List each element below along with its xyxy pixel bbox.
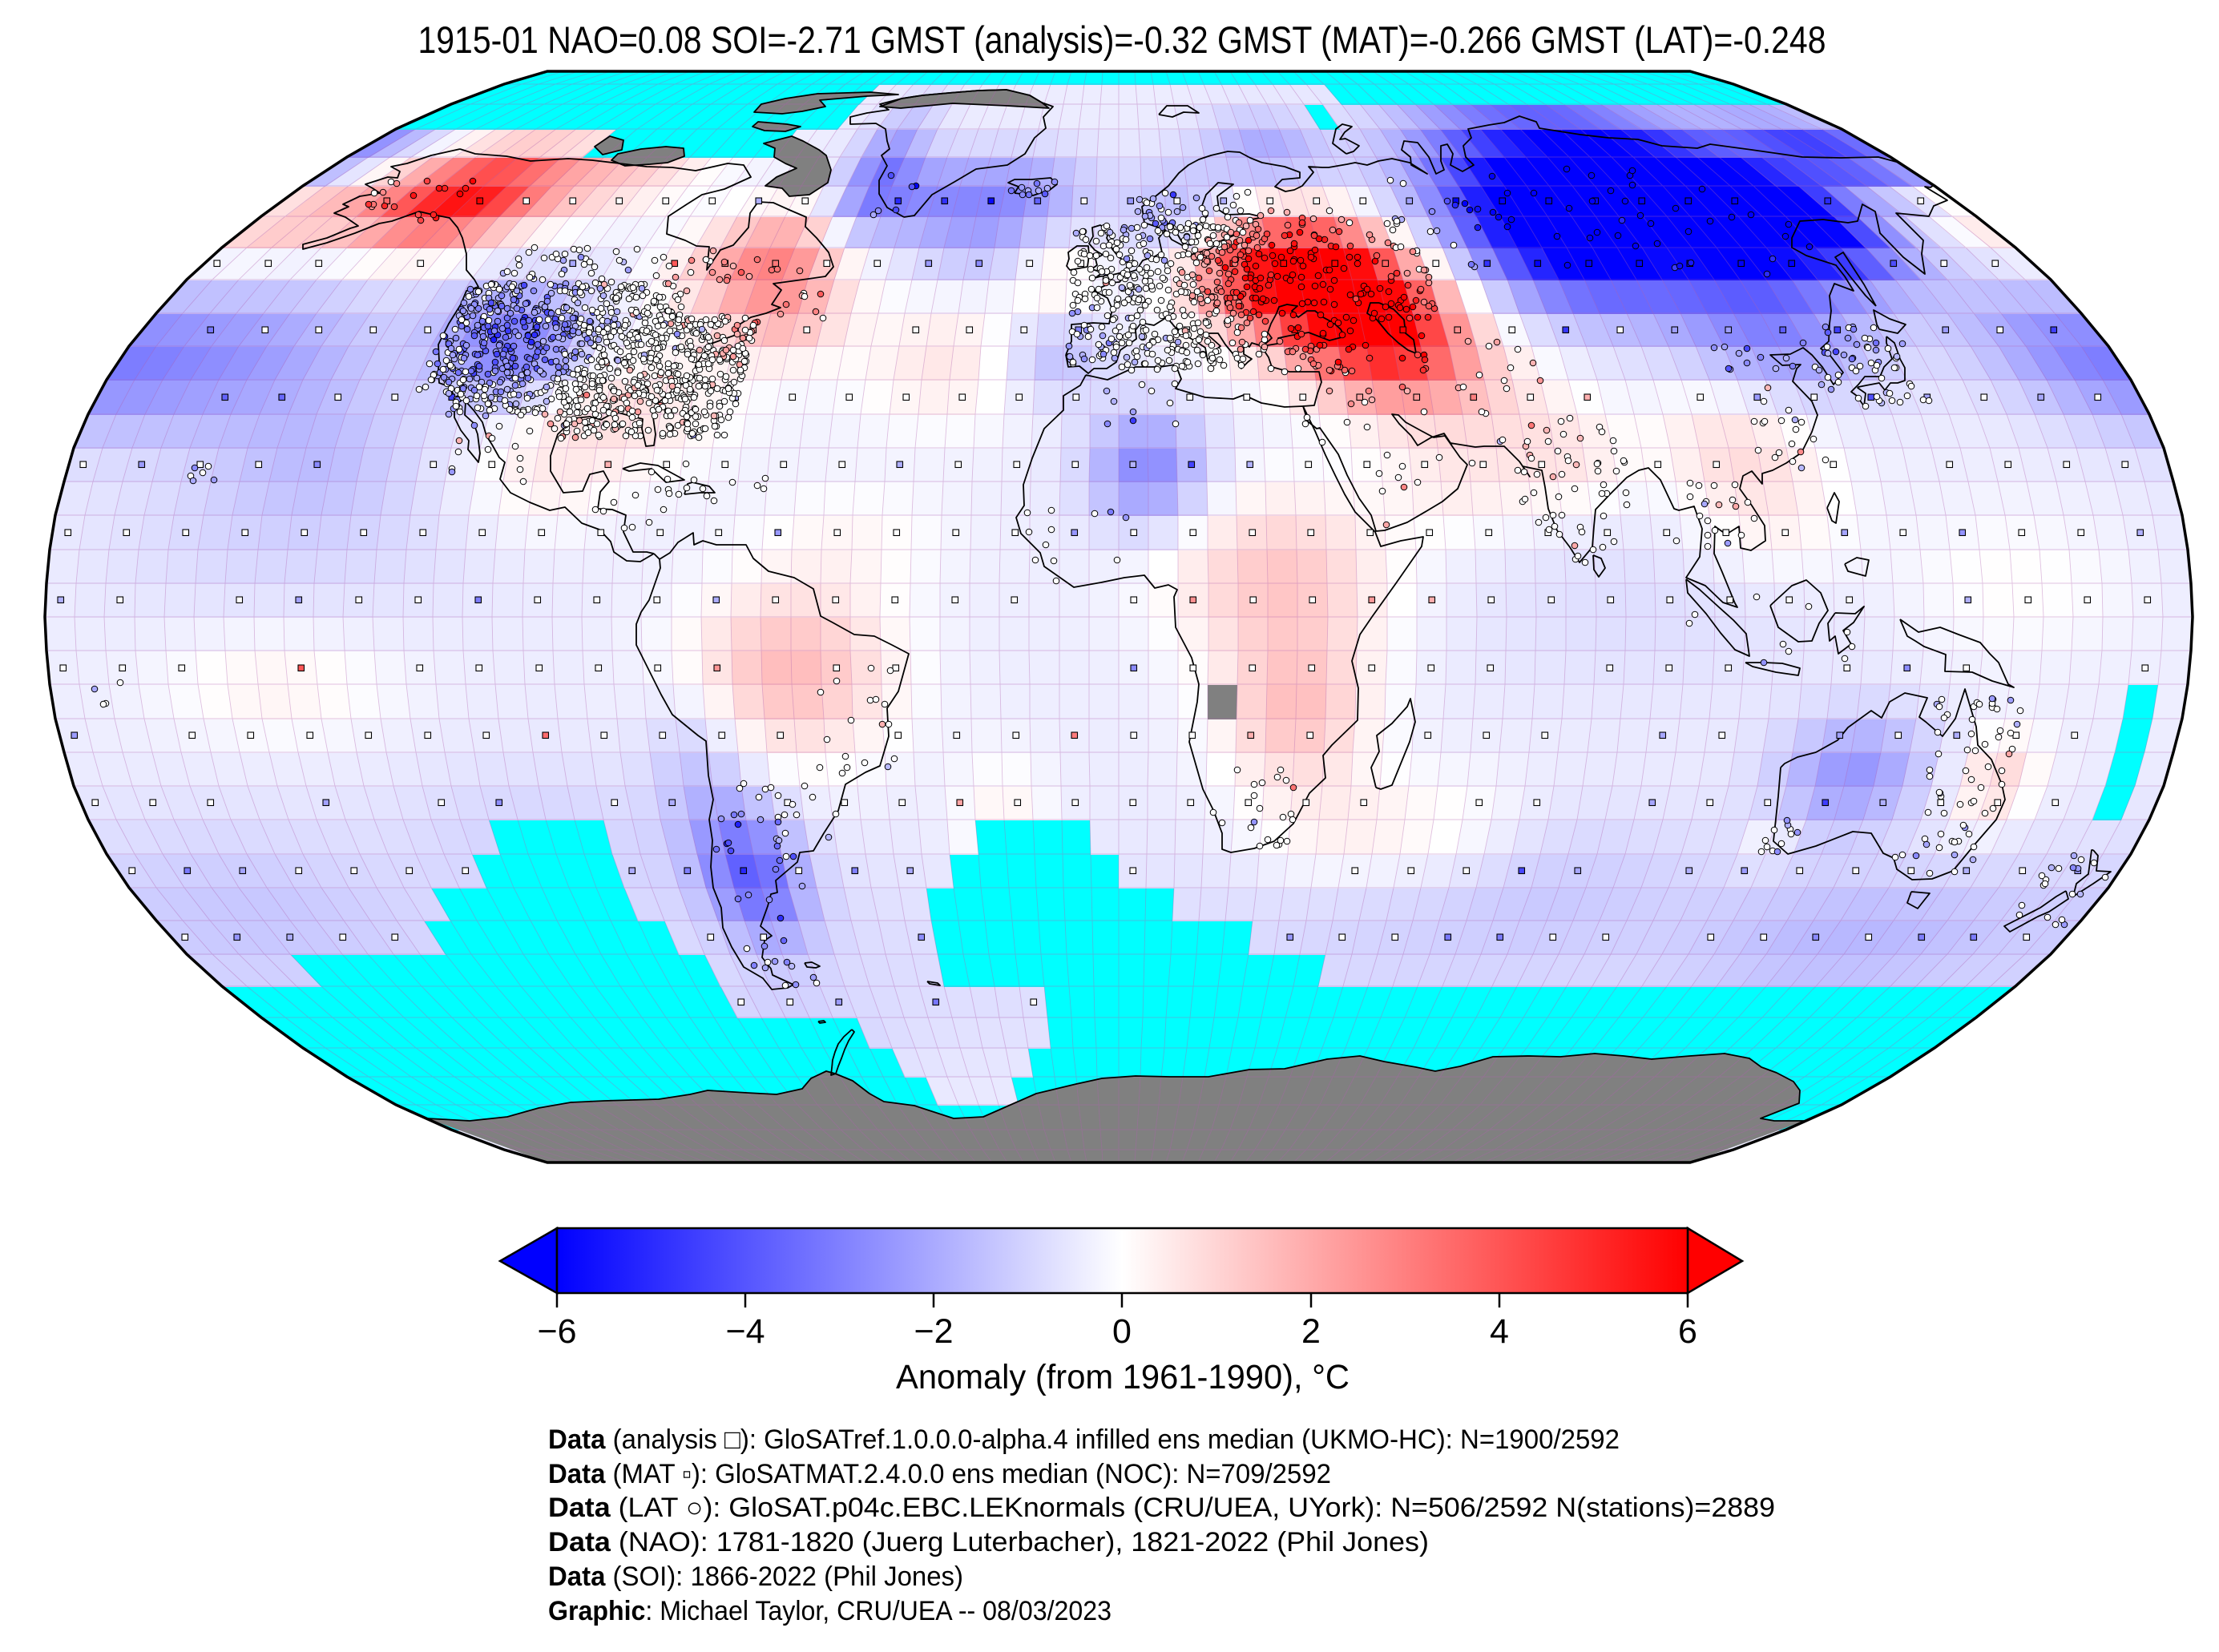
svg-text:Data (analysis □): GloSATref.1: Data (analysis □): GloSATref.1.0.0.0-alp… [548,1424,1620,1455]
svg-text:2: 2 [1301,1312,1321,1351]
svg-text:1915-01 NAO=0.08 SOI=-2.71 GMS: 1915-01 NAO=0.08 SOI=-2.71 GMST (analysi… [418,18,1826,61]
svg-text:−2: −2 [914,1312,953,1351]
svg-text:6: 6 [1678,1312,1697,1351]
svg-text:4: 4 [1490,1312,1509,1351]
svg-text:Data (SOI): 1866-2022 (Phil Jo: Data (SOI): 1866-2022 (Phil Jones) [548,1561,963,1592]
svg-text:−6: −6 [537,1312,576,1351]
svg-text:Anomaly (from 1961-1990), °C: Anomaly (from 1961-1990), °C [896,1358,1350,1396]
svg-text:Data (NAO): 1781-1820 (Juerg L: Data (NAO): 1781-1820 (Juerg Luterbacher… [548,1527,1429,1557]
svg-text:−4: −4 [725,1312,765,1351]
svg-text:Data (LAT ○): GloSAT.p04c.EBC.: Data (LAT ○): GloSAT.p04c.EBC.LEKnormals… [548,1493,1775,1523]
svg-text:0: 0 [1112,1312,1132,1351]
svg-text:Graphic: Michael Taylor, CRU/U: Graphic: Michael Taylor, CRU/UEA -- 08/0… [548,1596,1112,1626]
svg-text:Data (MAT ▫): GloSATMAT.2.4.0.: Data (MAT ▫): GloSATMAT.2.4.0.0 ens medi… [548,1459,1331,1489]
